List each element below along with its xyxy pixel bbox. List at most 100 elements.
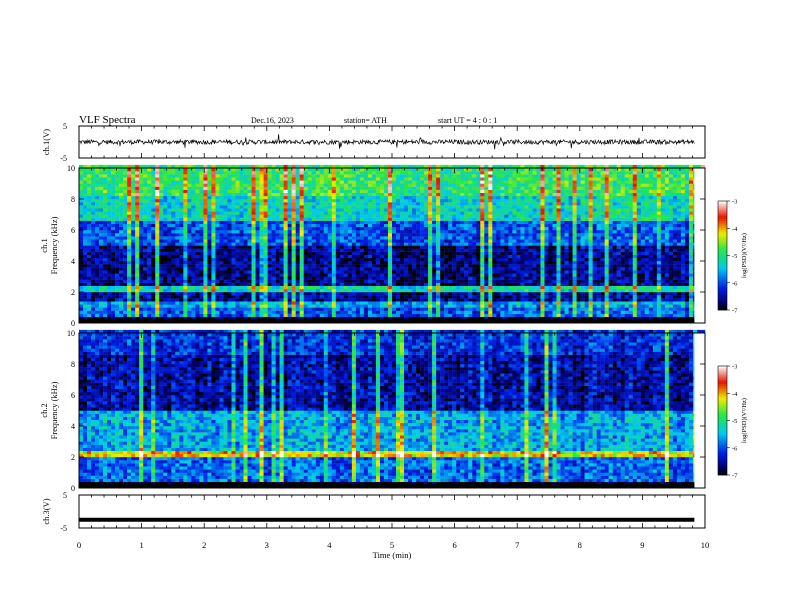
spectrogram-cell bbox=[231, 310, 236, 314]
spectrogram-cell bbox=[556, 313, 561, 317]
spectrogram-cell bbox=[440, 242, 445, 246]
spectrogram-cell bbox=[123, 307, 128, 311]
spectrogram-cell bbox=[540, 282, 545, 286]
spectrogram-cell bbox=[508, 304, 513, 308]
spectrogram-cell bbox=[488, 307, 493, 311]
spectrogram-cell bbox=[235, 313, 240, 317]
spectrogram-cell bbox=[556, 307, 561, 311]
spectrogram-cell bbox=[580, 285, 585, 290]
spectrogram-cell bbox=[404, 254, 409, 259]
spectrogram-cell bbox=[191, 248, 196, 252]
spectrogram-cell bbox=[243, 264, 248, 268]
spectrogram-cell bbox=[251, 261, 256, 265]
spectrogram-cell bbox=[516, 239, 521, 243]
spectrogram-cell bbox=[147, 223, 152, 228]
spectrogram-cell bbox=[335, 316, 341, 321]
spectrogram-cell bbox=[576, 282, 581, 286]
spectrogram-cell bbox=[688, 257, 694, 262]
spectrogram-cell bbox=[159, 242, 164, 246]
spectrogram-cell bbox=[295, 270, 300, 274]
spectrogram-cell bbox=[199, 264, 204, 268]
spectrogram-cell bbox=[195, 313, 200, 317]
spectrogram-cell bbox=[95, 257, 100, 262]
spectrogram-cell bbox=[520, 292, 525, 296]
spectrogram-cell bbox=[524, 304, 529, 308]
spectrogram-cell bbox=[319, 270, 324, 274]
spectrogram-cell bbox=[464, 292, 469, 296]
spectrogram-cell bbox=[147, 282, 152, 286]
spectrogram-cell bbox=[179, 298, 184, 302]
spectrogram-cell bbox=[211, 248, 216, 252]
spectrogram-cell bbox=[612, 233, 617, 237]
spectrogram-cell bbox=[592, 292, 597, 296]
spectrogram-cell bbox=[119, 270, 124, 274]
spectrogram-cell bbox=[500, 295, 505, 299]
spectrogram-cell bbox=[532, 301, 537, 305]
spectrogram-cell bbox=[379, 245, 385, 249]
spectrogram-cell bbox=[215, 267, 220, 271]
spectrogram-cell bbox=[215, 310, 220, 314]
spectrogram-cell bbox=[267, 270, 272, 274]
spectrogram-cell bbox=[251, 254, 256, 259]
spectrogram-cell bbox=[648, 254, 654, 259]
spectrogram-cell bbox=[516, 273, 521, 277]
spectrogram-cell bbox=[123, 230, 128, 234]
spectrogram-cell bbox=[632, 304, 637, 308]
spectrogram-cell bbox=[327, 282, 332, 286]
spectrogram-cell bbox=[640, 236, 645, 240]
spectrogram-cell bbox=[139, 251, 144, 255]
spectrogram-cell bbox=[311, 230, 316, 234]
spectrogram-cell bbox=[207, 226, 212, 231]
spectrogram-cell bbox=[375, 282, 381, 286]
spectrogram-cell bbox=[259, 242, 264, 246]
spectrogram-cell bbox=[600, 248, 605, 252]
spectrogram-cell bbox=[283, 276, 288, 280]
spectrogram-cell bbox=[688, 279, 694, 283]
spectrogram-cell bbox=[227, 267, 232, 271]
spectrogram-cell bbox=[596, 310, 601, 314]
spectrogram-cell bbox=[103, 261, 108, 265]
spectrogram-cell bbox=[303, 288, 308, 293]
spectrogram-cell bbox=[175, 261, 180, 265]
spectrogram-cell bbox=[428, 310, 433, 314]
spectrogram-cell bbox=[512, 295, 517, 299]
spectrogram-cell bbox=[83, 261, 88, 265]
spectrogram-cell bbox=[183, 298, 188, 302]
spectrogram-cell bbox=[648, 307, 654, 311]
spectrogram-cell bbox=[215, 242, 220, 246]
spectrogram-cell bbox=[147, 313, 152, 317]
spectrogram-cell bbox=[560, 316, 565, 321]
spectrogram-cell bbox=[548, 285, 553, 290]
spectrogram-cell bbox=[267, 248, 272, 252]
spectrogram-cell bbox=[616, 298, 621, 302]
spectrogram-cell bbox=[291, 288, 296, 293]
spectrogram-cell bbox=[420, 245, 425, 249]
spectrogram-cell bbox=[91, 230, 96, 234]
spectrogram-cell bbox=[331, 226, 337, 231]
spectrogram-cell bbox=[684, 304, 690, 308]
spectrogram-cell bbox=[456, 282, 461, 286]
spectrogram-cell bbox=[371, 285, 377, 290]
spectrogram-cell bbox=[387, 230, 393, 234]
spectrogram-cell bbox=[608, 226, 613, 231]
spectrogram-cell bbox=[303, 251, 308, 255]
spectrogram-cell bbox=[351, 230, 357, 234]
spectrogram-cell bbox=[219, 226, 224, 231]
spectrogram-cell bbox=[343, 254, 349, 259]
spectrogram-cell bbox=[331, 264, 337, 268]
spectrogram-cell bbox=[596, 304, 601, 308]
spectrogram-cell bbox=[355, 282, 361, 286]
spectrogram-cell bbox=[588, 301, 593, 305]
spectrogram-cell bbox=[600, 261, 605, 265]
spectrogram-cell bbox=[379, 273, 385, 277]
spectrogram-cell bbox=[227, 261, 232, 265]
spectrogram-cell bbox=[672, 285, 678, 290]
spectrogram-cell bbox=[456, 245, 461, 249]
spectrogram-cell bbox=[115, 261, 120, 265]
spectrogram-cell bbox=[464, 251, 469, 255]
spectrogram-cell bbox=[412, 242, 417, 246]
spectrogram-cell bbox=[436, 242, 441, 246]
spectrogram-cell bbox=[576, 313, 581, 317]
spectrogram-cell bbox=[323, 257, 328, 262]
spectrogram-cell bbox=[275, 273, 280, 277]
